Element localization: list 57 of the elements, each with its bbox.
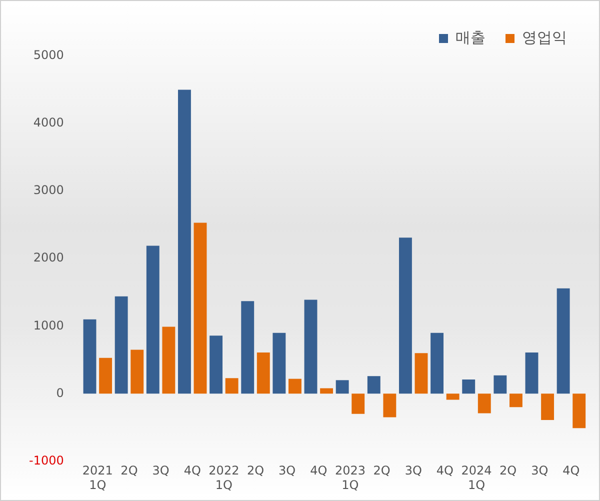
bar (541, 394, 554, 420)
bar (130, 350, 144, 394)
bar (162, 326, 176, 394)
x-tick-label: 4Q (184, 464, 201, 478)
x-tick-label: 4Q (562, 464, 580, 478)
bar (462, 379, 476, 394)
bar (320, 388, 334, 394)
y-tick-label: 1000 (33, 318, 64, 332)
bar (83, 319, 96, 394)
x-tick-label: 2Q (500, 464, 517, 478)
bar (352, 394, 365, 414)
bar (256, 352, 270, 394)
bar (99, 358, 112, 394)
legend-label: 영업익 (522, 28, 567, 46)
x-tick-label: 2023 1Q (334, 464, 366, 492)
legend-label: 매출 (456, 28, 486, 46)
bar (398, 238, 412, 394)
x-tick-label: 3Q (152, 464, 170, 478)
x-tick-label: 2021 1Q (82, 464, 113, 492)
x-tick-label: 3Q (278, 464, 296, 478)
bar (241, 301, 254, 394)
bar (556, 288, 570, 394)
bar (414, 353, 428, 394)
x-tick-label: 2022 1Q (208, 464, 240, 492)
y-tick-label: 2000 (33, 250, 64, 265)
y-tick-label: 0 (56, 386, 64, 400)
bar (509, 394, 522, 408)
bar (367, 376, 380, 394)
bar (494, 375, 507, 394)
x-tick-label: 2Q (120, 464, 138, 478)
bar (272, 332, 286, 394)
x-tick-label: 3Q (531, 464, 548, 478)
y-tick-label: 3000 (33, 183, 64, 198)
x-tick-label: 3Q (404, 464, 422, 478)
y-tick-label: 4000 (33, 116, 64, 130)
bar (446, 394, 460, 400)
bar (304, 300, 318, 394)
y-tick-label: -1000 (28, 453, 64, 468)
x-tick-label: 4Q (310, 464, 328, 478)
bar (194, 222, 207, 394)
bar (525, 352, 538, 394)
bar (146, 246, 160, 394)
bar (572, 394, 586, 428)
x-tick-label: 4Q (436, 464, 454, 478)
bar (383, 394, 396, 418)
x-tick-label: 2024 1Q (461, 464, 492, 492)
bar (210, 336, 223, 394)
bar (114, 296, 128, 394)
x-tick-label: 2Q (246, 464, 264, 478)
bar (225, 378, 238, 394)
bar (288, 378, 302, 394)
bar (478, 394, 491, 414)
bar (336, 380, 349, 394)
bar (430, 332, 444, 394)
x-tick-label: 2Q (373, 464, 390, 478)
y-tick-label: 5000 (33, 48, 64, 62)
bar (178, 90, 191, 394)
